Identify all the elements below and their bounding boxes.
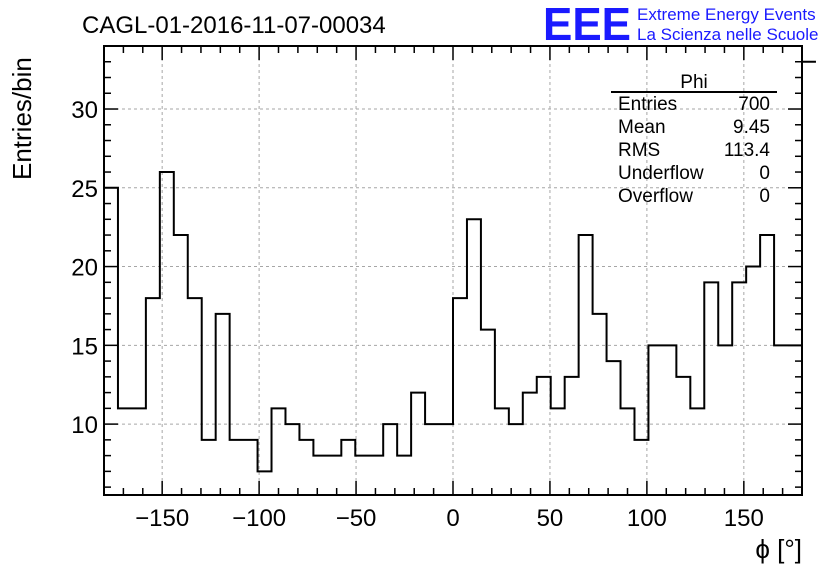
x-axis-label: ϕ [°] bbox=[755, 534, 802, 564]
stats-row-value: 9.45 bbox=[733, 117, 770, 138]
stats-row-value: 0 bbox=[759, 163, 770, 184]
x-tick-label: −100 bbox=[232, 505, 286, 532]
stats-row-value: 0 bbox=[759, 186, 770, 207]
stats-row-label: Overflow bbox=[618, 186, 693, 207]
y-tick-label: 30 bbox=[71, 97, 98, 124]
stats-rows: Entries 700 Mean 9.45 RMS 113.4 Underflow 0 Over… bbox=[618, 94, 770, 207]
stats-row-value: 700 bbox=[738, 94, 770, 115]
stats-row-label: Entries bbox=[618, 94, 677, 115]
stats-row-label: Underflow bbox=[618, 163, 704, 184]
x-tick-label: −150 bbox=[135, 505, 189, 532]
eee-logo: EEE Extreme Energy Events La Scienza nel… bbox=[543, 0, 818, 50]
y-tick-label: 25 bbox=[71, 176, 98, 203]
grid bbox=[104, 46, 802, 495]
x-tick-label: −50 bbox=[336, 505, 377, 532]
eee-logo-mark: EEE bbox=[543, 0, 631, 50]
histogram-outline bbox=[104, 60, 816, 473]
x-tick-label: 150 bbox=[724, 505, 764, 532]
y-tick-label: 20 bbox=[71, 255, 98, 282]
y-tick-label: 15 bbox=[71, 333, 98, 360]
axis-ticks bbox=[103, 45, 803, 495]
stats-box: Phi Entries 700 Mean 9.45 RMS 113.4 Underflow 0… bbox=[611, 72, 777, 207]
x-tick-label: 100 bbox=[627, 505, 667, 532]
logo-line-1: Extreme Energy Events bbox=[637, 5, 816, 24]
stats-name: Phi bbox=[680, 72, 707, 93]
x-tick-label: 0 bbox=[446, 505, 459, 532]
y-axis-label: Entries/bin bbox=[7, 57, 37, 180]
stats-row-label: Mean bbox=[618, 117, 666, 138]
x-tick-label: 50 bbox=[537, 505, 564, 532]
y-tick-label: 10 bbox=[71, 412, 98, 439]
stats-row-label: RMS bbox=[618, 140, 660, 161]
logo-line-2: La Scienza nelle Scuole bbox=[637, 25, 818, 44]
tick-labels: −150 −100 −50 0 50 100 150 10 15 20 25 30 bbox=[71, 97, 764, 532]
chart-title: CAGL-01-2016-11-07-00034 bbox=[82, 12, 386, 39]
stats-row-value: 113.4 bbox=[724, 140, 771, 161]
